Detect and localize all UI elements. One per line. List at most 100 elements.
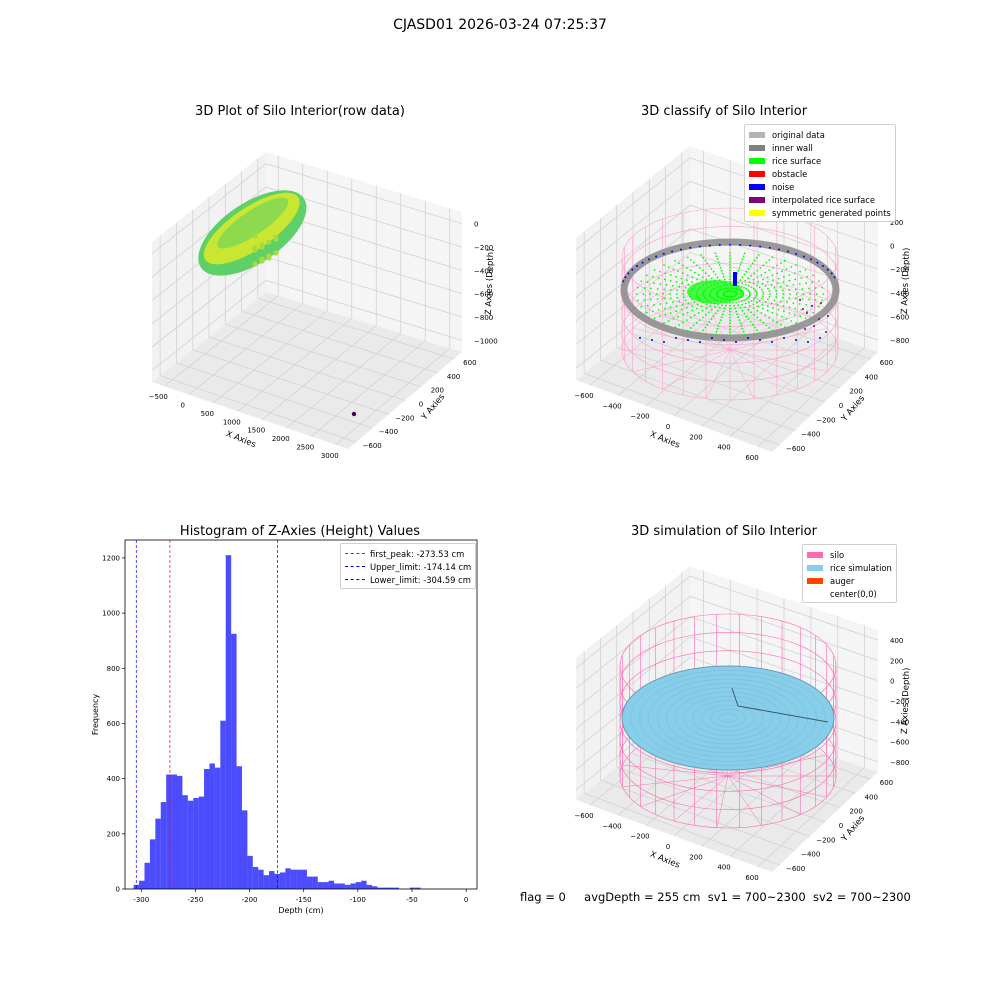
rice-point [663,297,666,300]
rice-point [780,324,782,326]
z-tick-label: −600 [474,291,493,299]
rice-point [772,267,774,269]
rice-point [781,289,784,292]
surface-point [252,245,258,251]
wire-spoke [673,775,729,822]
histogram-bar [274,873,280,889]
grid-line [689,596,879,661]
mesh-line [657,683,799,753]
rice-point [749,265,752,267]
histogram-bar [339,883,345,889]
rice-point [786,301,788,304]
rice-point [678,324,680,326]
simulation-3d-plot[interactable]: −600−400−2000200400600−600−400−200020040… [500,500,1000,920]
rice-point [729,307,731,310]
rice-point [784,259,786,262]
rice-point [773,286,776,289]
rice-point [686,329,689,332]
rice-point [817,280,820,283]
histogram-bar [301,869,307,889]
noise-point [671,250,674,253]
rice-point [740,300,743,302]
rice-point [745,287,748,290]
legend-label: interpolated rice surface [772,194,875,205]
legend-label: symmetric generated points [772,207,891,218]
legend-label: rice simulation [830,562,892,573]
noise-cluster [733,272,737,286]
x-tick-label: 1000 [223,418,241,426]
rice-point [739,279,742,281]
surface-point [266,239,272,245]
rice-point [729,263,731,266]
rice-point [822,293,825,295]
noise-point [698,245,701,248]
noise-point [689,246,692,249]
rice-point [761,303,764,306]
z-axis-label: Z Axies (Depth) [484,248,496,315]
z-tick-label: −200 [474,244,493,252]
rice-point [716,309,719,312]
rice-point [729,301,731,304]
noise-point [822,265,824,267]
rice-point [766,309,769,312]
rice-point [669,297,672,299]
legend-swatch [807,564,823,571]
rice-point [682,272,684,275]
rice-point [750,274,753,277]
rice-point [764,285,767,287]
rice-point [651,310,654,313]
rice-point [723,307,726,310]
wire-spoke [727,775,827,798]
y-tick-label: −200 [816,836,835,844]
z-axis-label: Z Axies (Depth) [900,247,912,314]
rice-point [758,286,761,289]
rice-point [737,281,740,284]
noise-point [749,244,752,247]
rice-point [674,259,676,262]
hist-plot-title: Histogram of Z-Axies (Height) Values [179,524,421,539]
rice-point [764,301,767,303]
rice-point [686,306,688,309]
x-tick-label: 200 [689,433,702,441]
rice-point [788,274,791,276]
grid-line [192,349,389,415]
raw-data-3d-plot[interactable]: −500050010001500200025003000−600−400−200… [0,0,500,500]
rice-point [747,277,750,280]
rice-point [770,283,773,286]
rice-point [744,302,747,305]
rice-point [764,314,767,317]
rice-point [645,274,648,277]
rice-point [780,262,782,264]
grid-line [176,362,373,429]
rice-point [772,306,774,309]
rice-point [766,276,769,279]
noise-point [807,341,809,343]
rice-point [743,312,746,315]
rice-point [752,307,755,310]
x-tick-label: −600 [574,812,593,820]
classify-3d-plot[interactable]: −600−400−2000200400600−600−400−200020040… [500,0,1000,500]
rice-point [781,270,783,273]
rice-point [721,313,724,316]
rice-point [754,296,757,299]
rice-point [710,308,713,311]
rice-point [678,285,681,288]
rice-point [757,280,760,283]
histogram-chart[interactable]: -300 -250 -200 -150 -100 -50 0 0 200 400 600 800 100… [0,500,500,960]
rice-point [692,324,695,327]
histogram-bar [193,797,199,889]
x-tick-label: 0 [181,402,185,410]
grid-line [575,275,691,369]
rice-point [640,305,643,308]
z-tick-label: 0 [890,243,894,251]
rice-point [697,312,700,314]
rice-point [674,326,676,329]
rice-point [755,293,758,295]
rice-point [756,276,759,279]
rice-point [740,325,743,327]
noise-point [699,341,701,343]
rice-point [655,293,658,295]
rice-point [768,295,771,298]
noise-point [624,276,627,279]
auger-line [737,705,829,723]
